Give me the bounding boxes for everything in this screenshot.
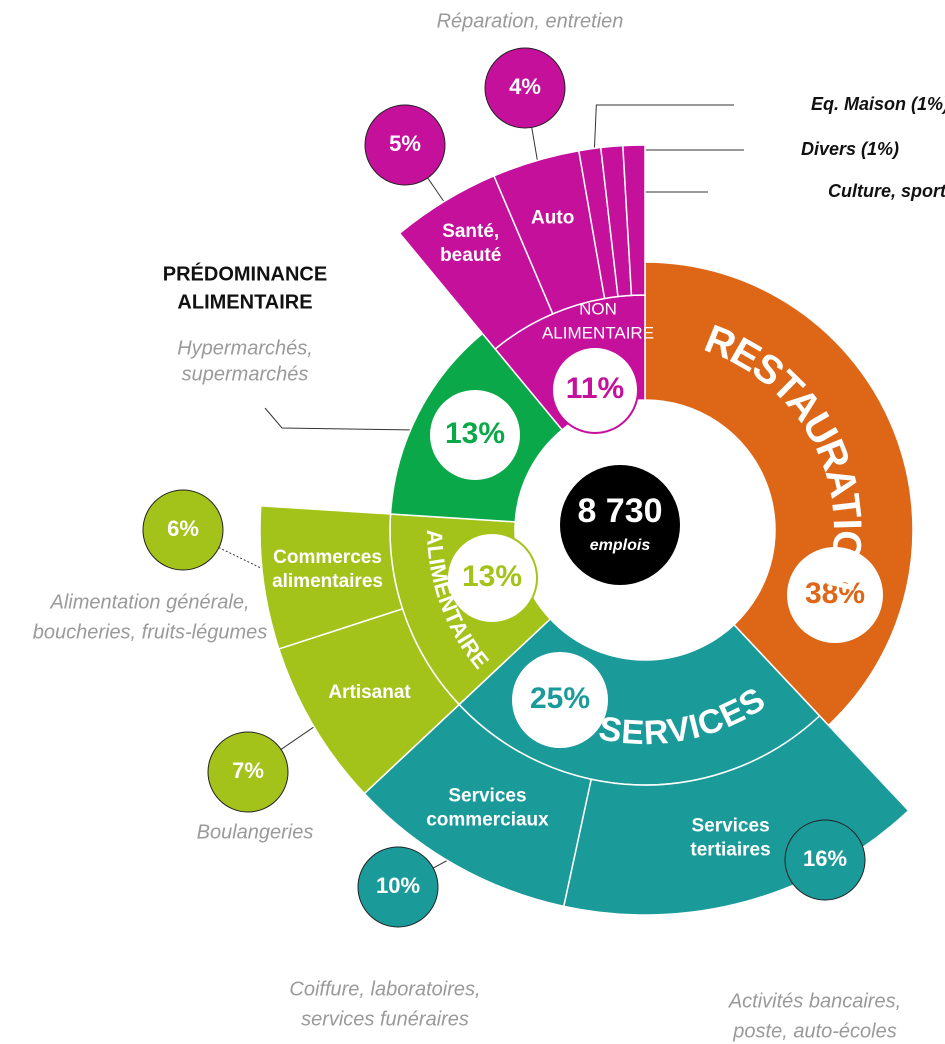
value-bubble xyxy=(364,104,446,186)
bubble-label: 6% xyxy=(167,516,199,541)
segment-title: ALIMENTAIRE xyxy=(177,291,312,313)
sub-segment-label: beauté xyxy=(440,245,501,266)
percent-label: 25% xyxy=(530,682,590,715)
sub-segment-label: Commerces xyxy=(273,547,382,568)
description: Alimentation générale, xyxy=(49,591,249,613)
sub-segment-label: tertiaires xyxy=(690,839,770,860)
percent-label: 13% xyxy=(462,560,522,593)
sub-segment-label: alimentaires xyxy=(272,571,383,592)
value-bubble xyxy=(484,47,566,129)
bubble-label: 5% xyxy=(389,131,421,156)
sub-segment-label: commerciaux xyxy=(426,810,549,831)
segment-label: ALIMENTAIRE xyxy=(542,323,654,342)
description: supermarchés xyxy=(182,363,309,385)
small-label: Culture, sport, loisirs (1%) xyxy=(828,181,945,201)
value-bubble xyxy=(142,489,224,571)
percent-circle xyxy=(787,547,883,643)
percent-label: 38% xyxy=(805,577,865,610)
percent-circle xyxy=(551,346,639,434)
bubble-label: 16% xyxy=(803,846,847,871)
segment-label: NON xyxy=(579,299,617,318)
value-bubble xyxy=(357,846,439,928)
center-label: emplois xyxy=(590,537,651,554)
sub-segment-label: Services xyxy=(691,815,769,836)
sub-segment-label: Services xyxy=(448,786,526,807)
value-bubble xyxy=(784,819,866,901)
description: Boulangeries xyxy=(197,821,314,843)
center-circle xyxy=(560,465,680,585)
description: poste, auto-écoles xyxy=(732,1020,896,1042)
bubble-label: 7% xyxy=(232,758,264,783)
value-bubble xyxy=(207,731,289,813)
percent-label: 11% xyxy=(566,372,624,405)
sub-segment-label: Santé, xyxy=(442,221,499,242)
bubble-label: 10% xyxy=(376,873,420,898)
description: Hypermarchés, xyxy=(177,337,313,359)
sub-segment xyxy=(259,505,404,650)
sub-segment xyxy=(622,144,646,297)
description: Coiffure, laboratoires, xyxy=(289,978,480,1000)
description: services funéraires xyxy=(301,1008,469,1030)
small-label: Eq. Maison (1%) xyxy=(811,94,945,114)
center-value: 8 730 xyxy=(577,492,662,530)
percent-label: 13% xyxy=(445,417,505,450)
percent-circle xyxy=(446,532,538,624)
description: boucheries, fruits-légumes xyxy=(33,621,268,643)
percent-circle xyxy=(512,652,608,748)
description: Activités bancaires, xyxy=(728,990,901,1012)
sub-segment-label: Auto xyxy=(531,207,574,228)
bubble-label: 4% xyxy=(509,74,541,99)
small-label: Divers (1%) xyxy=(801,139,899,159)
description: Réparation, entretien xyxy=(437,10,624,32)
segment-title: PRÉDOMINANCE xyxy=(163,262,327,285)
sub-segment-label: Artisanat xyxy=(328,682,411,703)
percent-circle xyxy=(430,390,520,480)
leader-line xyxy=(264,407,419,431)
